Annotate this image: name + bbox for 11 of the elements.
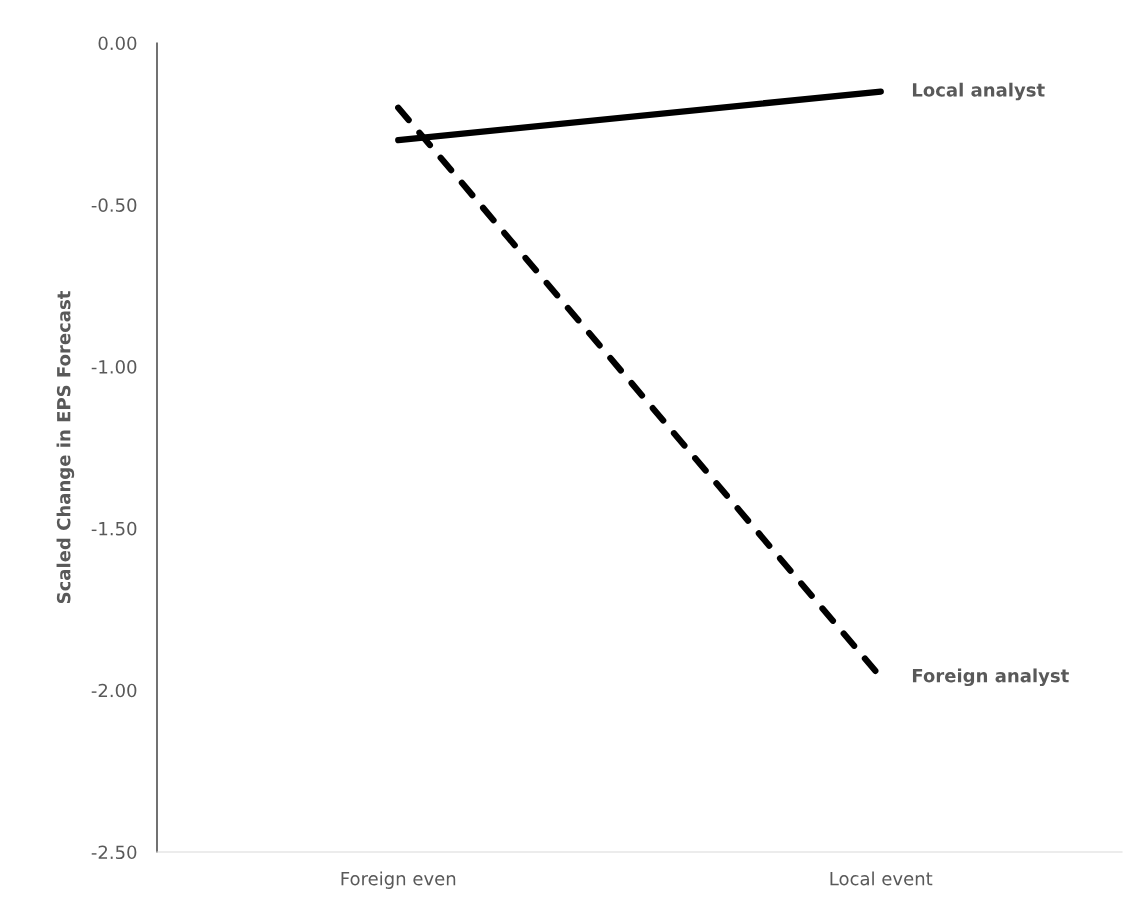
x-tick-label: Foreign even xyxy=(341,871,456,889)
y-axis-title: Scaled Change in EPS Forecast xyxy=(56,291,75,604)
x-tick-label: Local event xyxy=(830,871,933,886)
series-label: Local analyst xyxy=(912,82,1045,101)
y-tick-label: -2.50 xyxy=(91,845,137,860)
y-tick-label: -0.50 xyxy=(91,198,137,212)
y-tick-label: -1.50 xyxy=(91,521,137,536)
y-tick-label: 0.00 xyxy=(98,36,137,51)
y-tick-label: -1.00 xyxy=(91,360,137,374)
series-label: Foreign analyst xyxy=(912,668,1069,687)
y-tick-label: -2.00 xyxy=(91,683,137,698)
